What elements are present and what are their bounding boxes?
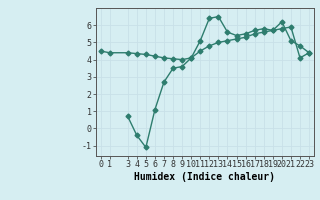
X-axis label: Humidex (Indice chaleur): Humidex (Indice chaleur) bbox=[134, 172, 275, 182]
